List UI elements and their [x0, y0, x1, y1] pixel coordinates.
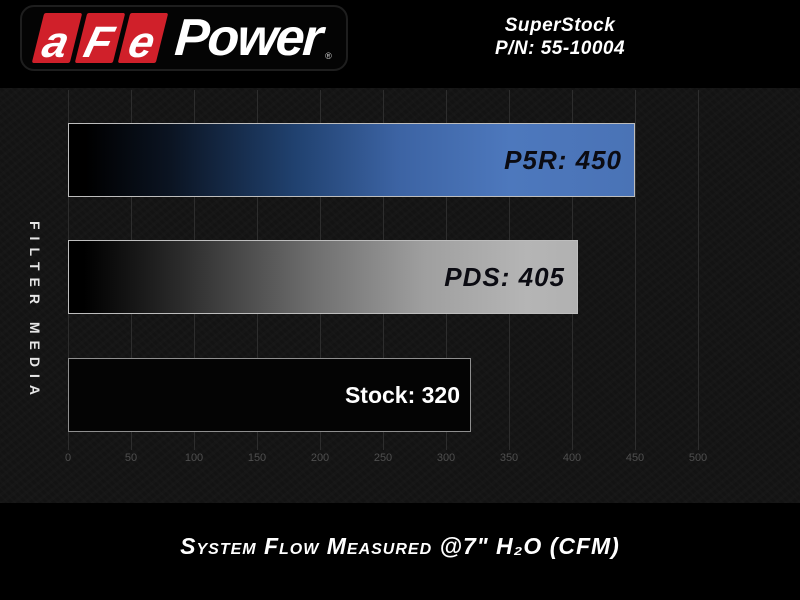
gridline-500 — [698, 90, 699, 450]
x-tick-label-400: 400 — [562, 452, 582, 464]
bar-p5r: P5R: 450 — [68, 123, 635, 197]
bar-label-p5r: P5R: 450 — [504, 144, 622, 175]
x-tick-label-450: 450 — [625, 452, 645, 464]
x-tick-label-100: 100 — [184, 452, 204, 464]
logo-letter-f: F — [79, 17, 119, 67]
x-tick-label-50: 50 — [124, 452, 138, 464]
product-name: SuperStock — [504, 15, 616, 36]
logo-letter-e: e — [123, 17, 161, 67]
registered-trademark-icon: ® — [325, 51, 332, 61]
x-tick-label-250: 250 — [373, 452, 393, 464]
bar-chart: FILTER MEDIA 0 50 100 150 200 250 300 350 400 450… — [0, 88, 800, 503]
x-tick-label-300: 300 — [436, 452, 456, 464]
afe-power-logo: a F e Power ® — [20, 5, 348, 71]
product-info: SuperStock P/N: 55-10004 — [450, 15, 670, 61]
footer: System Flow Measured @7" H₂O (CFM) — [0, 503, 800, 600]
logo-power-text: Power — [172, 9, 324, 67]
part-number: P/N: 55-10004 — [494, 37, 626, 59]
x-tick-label-0: 0 — [64, 452, 72, 464]
logo-red-chip-e: e — [117, 13, 169, 67]
logo-red-chip-f: F — [74, 13, 126, 67]
bar-label-stock: Stock: 320 — [344, 381, 460, 408]
gridline-450 — [635, 90, 636, 450]
bar-pds: PDS: 405 — [68, 240, 578, 314]
bar-label-pds: PDS: 405 — [444, 261, 565, 292]
x-axis-caption: System Flow Measured @7" H₂O (CFM) — [180, 533, 620, 559]
logo-red-chip-a: a — [31, 13, 83, 67]
y-axis-label: FILTER MEDIA — [27, 221, 43, 402]
x-tick-label-350: 350 — [499, 452, 519, 464]
x-tick-label-200: 200 — [310, 452, 330, 464]
header: a F e Power ® SuperStock P/N: 55-10004 — [0, 0, 800, 88]
x-tick-label-500: 500 — [688, 452, 708, 464]
logo-letter-a: a — [37, 17, 75, 67]
bar-stock: Stock: 320 — [68, 358, 471, 432]
x-tick-label-150: 150 — [247, 452, 267, 464]
